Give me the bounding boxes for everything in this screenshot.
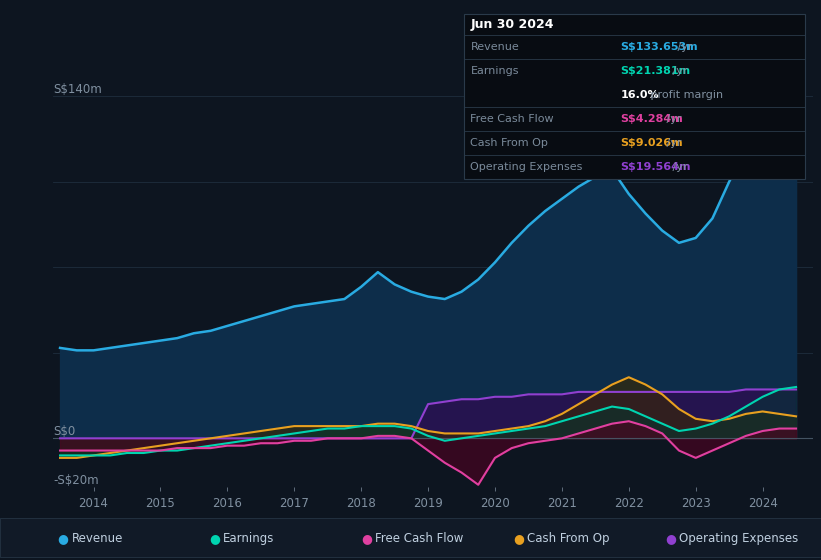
Text: Operating Expenses: Operating Expenses xyxy=(679,532,798,545)
Text: ●: ● xyxy=(513,532,524,545)
Text: /yr: /yr xyxy=(663,138,681,148)
Text: Earnings: Earnings xyxy=(470,66,519,76)
Text: Jun 30 2024: Jun 30 2024 xyxy=(470,18,554,31)
Text: profit margin: profit margin xyxy=(647,90,723,100)
Text: Free Cash Flow: Free Cash Flow xyxy=(375,532,464,545)
Text: /yr: /yr xyxy=(668,66,687,76)
Text: S$0: S$0 xyxy=(53,426,76,438)
Text: Free Cash Flow: Free Cash Flow xyxy=(470,114,554,124)
Text: Cash From Op: Cash From Op xyxy=(527,532,609,545)
Text: Revenue: Revenue xyxy=(71,532,123,545)
Text: /yr: /yr xyxy=(674,42,692,52)
Text: ●: ● xyxy=(209,532,220,545)
Text: ●: ● xyxy=(361,532,372,545)
Text: /yr: /yr xyxy=(663,114,681,124)
Text: 16.0%: 16.0% xyxy=(621,90,659,100)
Text: Operating Expenses: Operating Expenses xyxy=(470,162,583,172)
Text: S$140m: S$140m xyxy=(53,83,102,96)
Text: S$9.026m: S$9.026m xyxy=(621,138,683,148)
Text: Revenue: Revenue xyxy=(470,42,519,52)
Text: Cash From Op: Cash From Op xyxy=(470,138,548,148)
Text: S$21.381m: S$21.381m xyxy=(621,66,690,76)
Text: ●: ● xyxy=(57,532,68,545)
Text: -S$20m: -S$20m xyxy=(53,474,99,487)
Text: S$19.564m: S$19.564m xyxy=(621,162,691,172)
Text: /yr: /yr xyxy=(668,162,687,172)
Text: S$133.653m: S$133.653m xyxy=(621,42,698,52)
Text: S$4.284m: S$4.284m xyxy=(621,114,683,124)
Text: Earnings: Earnings xyxy=(223,532,275,545)
Text: ●: ● xyxy=(665,532,676,545)
